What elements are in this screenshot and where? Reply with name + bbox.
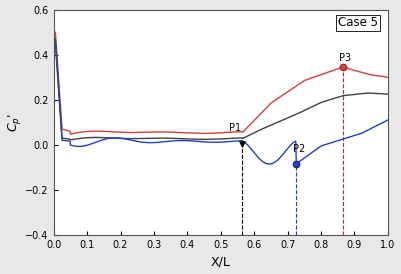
Text: P2: P2 <box>293 144 305 154</box>
Y-axis label: $C_p$': $C_p$' <box>6 113 22 132</box>
Text: Case 5: Case 5 <box>338 16 378 29</box>
Text: P3: P3 <box>339 53 352 63</box>
Text: P1: P1 <box>229 123 241 133</box>
X-axis label: X/L: X/L <box>211 255 231 269</box>
